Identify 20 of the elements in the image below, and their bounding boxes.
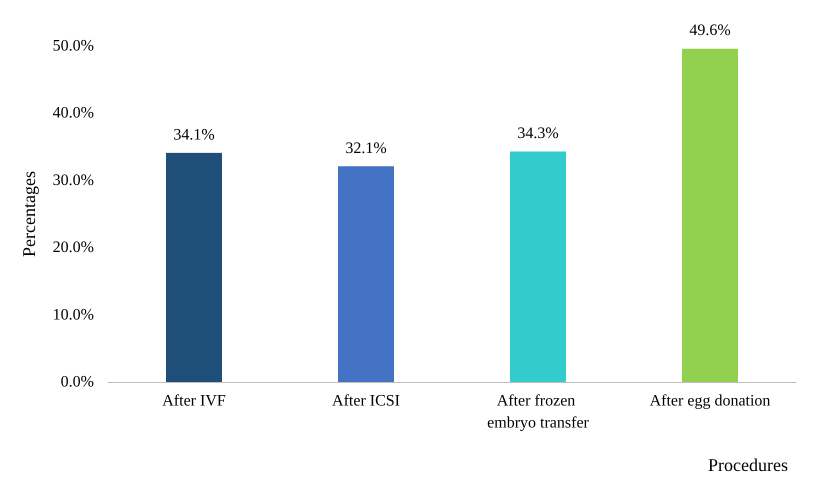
- y-tick-label: 30.0%: [52, 172, 94, 189]
- bar: [338, 166, 394, 382]
- y-tick-label: 40.0%: [52, 104, 94, 122]
- y-tick-label: 0.0%: [60, 374, 94, 390]
- bar: [166, 152, 222, 382]
- x-tick-label: After frozen embryo transfer: [487, 392, 590, 432]
- bar: [510, 152, 566, 382]
- x-tick-label: After ICSI: [332, 392, 400, 410]
- data-label: 32.1%: [345, 140, 387, 157]
- data-label: 34.1%: [173, 126, 215, 144]
- x-tick-label: After egg donation: [650, 392, 770, 410]
- data-label: 34.3%: [517, 125, 559, 142]
- x-axis-title: Procedures: [708, 455, 788, 475]
- y-axis-title: Percentages: [19, 171, 39, 257]
- data-label: 49.6%: [689, 22, 731, 40]
- bar: [682, 48, 738, 382]
- y-tick-label: 50.0%: [52, 38, 94, 54]
- y-tick-label: 10.0%: [52, 306, 94, 324]
- y-tick-label: 20.0%: [52, 239, 94, 256]
- x-tick-label: After IVF: [162, 392, 226, 410]
